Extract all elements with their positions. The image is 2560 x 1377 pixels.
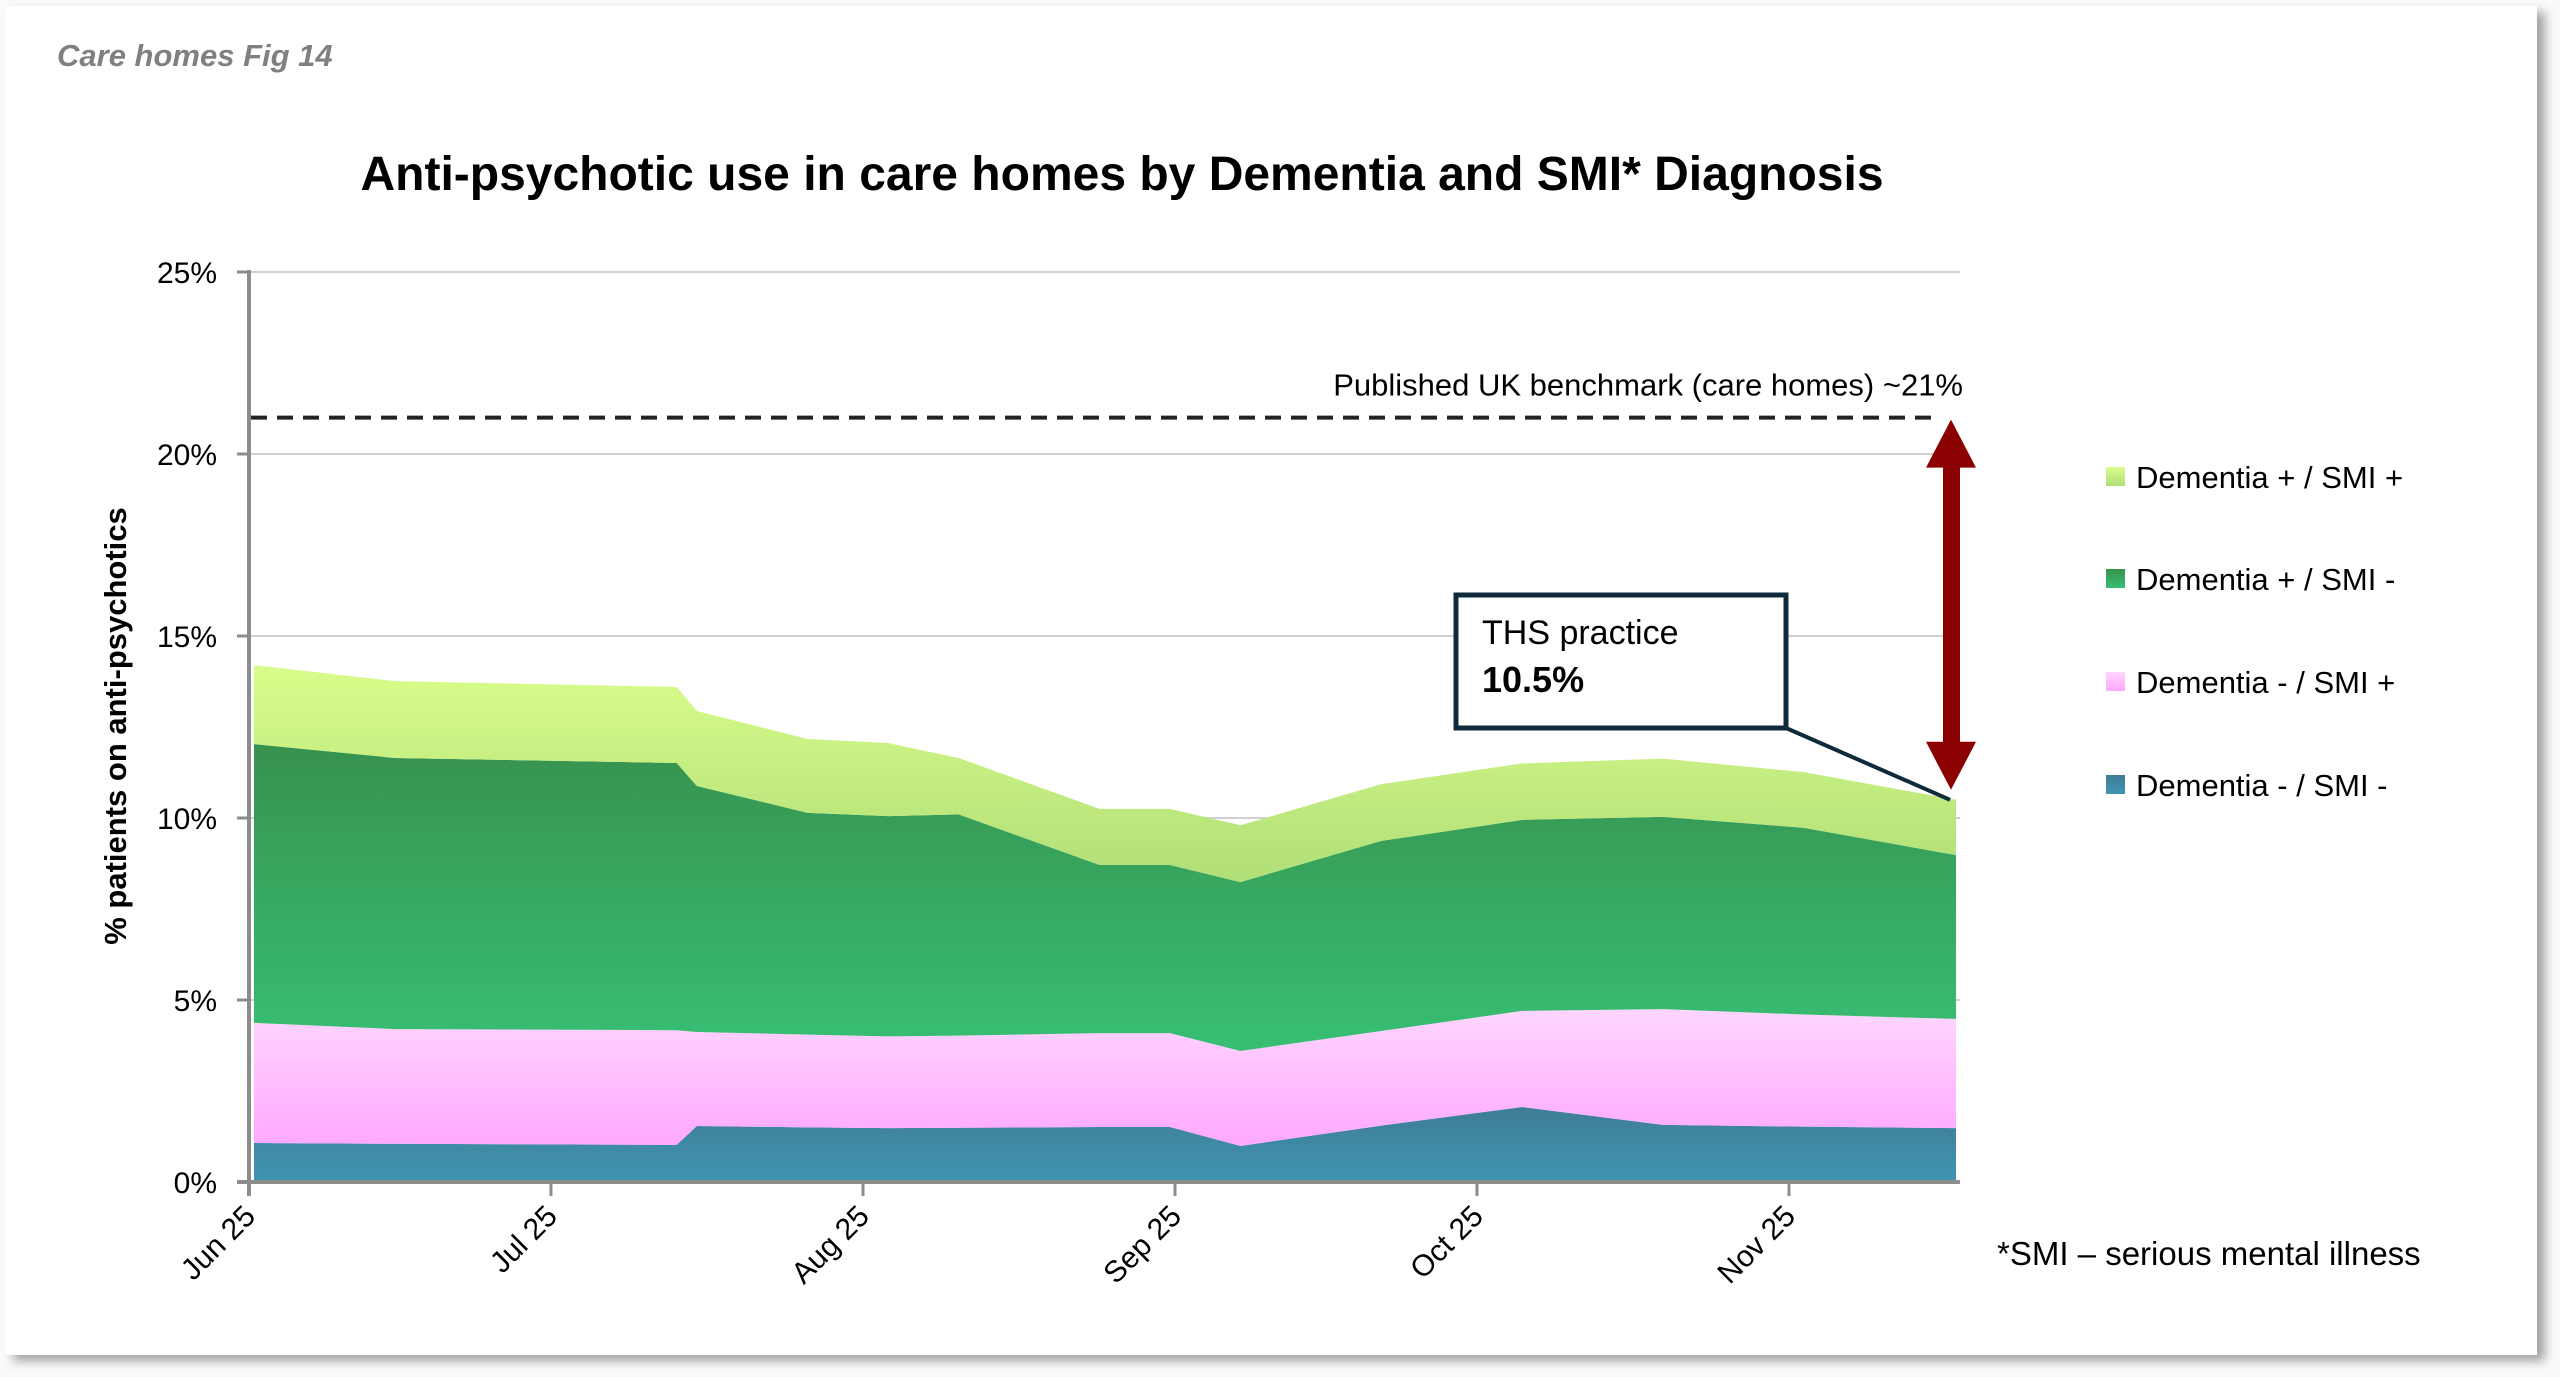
x-tick-label: Nov 25 (1711, 1200, 1802, 1291)
legend-label: Dementia - / SMI + (2136, 665, 2395, 700)
x-tick-label: Sep 25 (1097, 1200, 1188, 1291)
x-tick-labels: Jun 25 Jul 25 Aug 25 Sep 25 Oct 25 Nov 25 (175, 1200, 1802, 1291)
benchmark-label: Published UK benchmark (care homes) ~21% (1333, 368, 1963, 403)
y-axis-label: % patients on anti-psychotics (98, 507, 133, 945)
area-dementia-plus-smi-plus (254, 665, 1956, 883)
legend-label: Dementia - / SMI - (2136, 768, 2388, 803)
y-tick-label: 25% (157, 257, 217, 290)
callout-label: THS practice (1482, 614, 1679, 652)
arrow-head-up (1926, 419, 1976, 468)
y-tick-label: 5% (174, 985, 217, 1018)
y-tick-label: 0% (174, 1167, 217, 1200)
legend-item: Dementia - / SMI + (2106, 665, 2395, 700)
y-tick-label: 10% (157, 803, 217, 836)
arrow-head-down (1926, 741, 1976, 790)
y-tick-label: 20% (157, 439, 217, 472)
legend-item: Dementia - / SMI - (2106, 768, 2388, 803)
legend-swatch (2106, 775, 2125, 794)
callout-value: 10.5% (1482, 659, 1584, 700)
arrow-shaft (1943, 465, 1960, 744)
axes (237, 270, 1960, 1196)
footnote: *SMI – serious mental illness (1997, 1235, 2421, 1272)
chart-title: Anti-psychotic use in care homes by Deme… (360, 148, 1883, 201)
area-dementia-smi-plus (254, 1009, 1956, 1146)
callout-leader-line (1785, 726, 1951, 802)
area-dementia-smi- (254, 1107, 1956, 1182)
y-tick-label: 15% (157, 621, 217, 654)
legend-swatch (2106, 569, 2125, 588)
legend-item: Dementia + / SMI - (2106, 562, 2395, 597)
legend-label: Dementia + / SMI - (2136, 562, 2395, 597)
gap-arrow (1926, 419, 1976, 790)
y-tick-labels: 0% 5% 10% 15% 20% 25% (157, 257, 217, 1200)
x-tick-label: Jun 25 (175, 1200, 262, 1287)
legend-swatch (2106, 467, 2125, 486)
x-tick-label: Jul 25 (484, 1200, 564, 1280)
legend-label: Dementia + / SMI + (2136, 460, 2403, 495)
callout-box (1453, 592, 1789, 731)
legend-item: Dementia + / SMI + (2106, 460, 2403, 495)
area-series (254, 665, 1956, 1182)
legend-swatch (2106, 672, 2125, 691)
legend: Dementia + / SMI + Dementia + / SMI - Deme… (2106, 460, 2403, 803)
x-tick-label: Aug 25 (785, 1200, 876, 1291)
callout-annotation: THS practice 10.5% (1453, 592, 1951, 802)
figure-label: Care homes Fig 14 (57, 38, 333, 73)
benchmark-annotation: Published UK benchmark (care homes) ~21% (251, 368, 1963, 420)
x-tick-label: Oct 25 (1404, 1200, 1490, 1286)
area-dementia-plus-smi- (254, 744, 1956, 1051)
